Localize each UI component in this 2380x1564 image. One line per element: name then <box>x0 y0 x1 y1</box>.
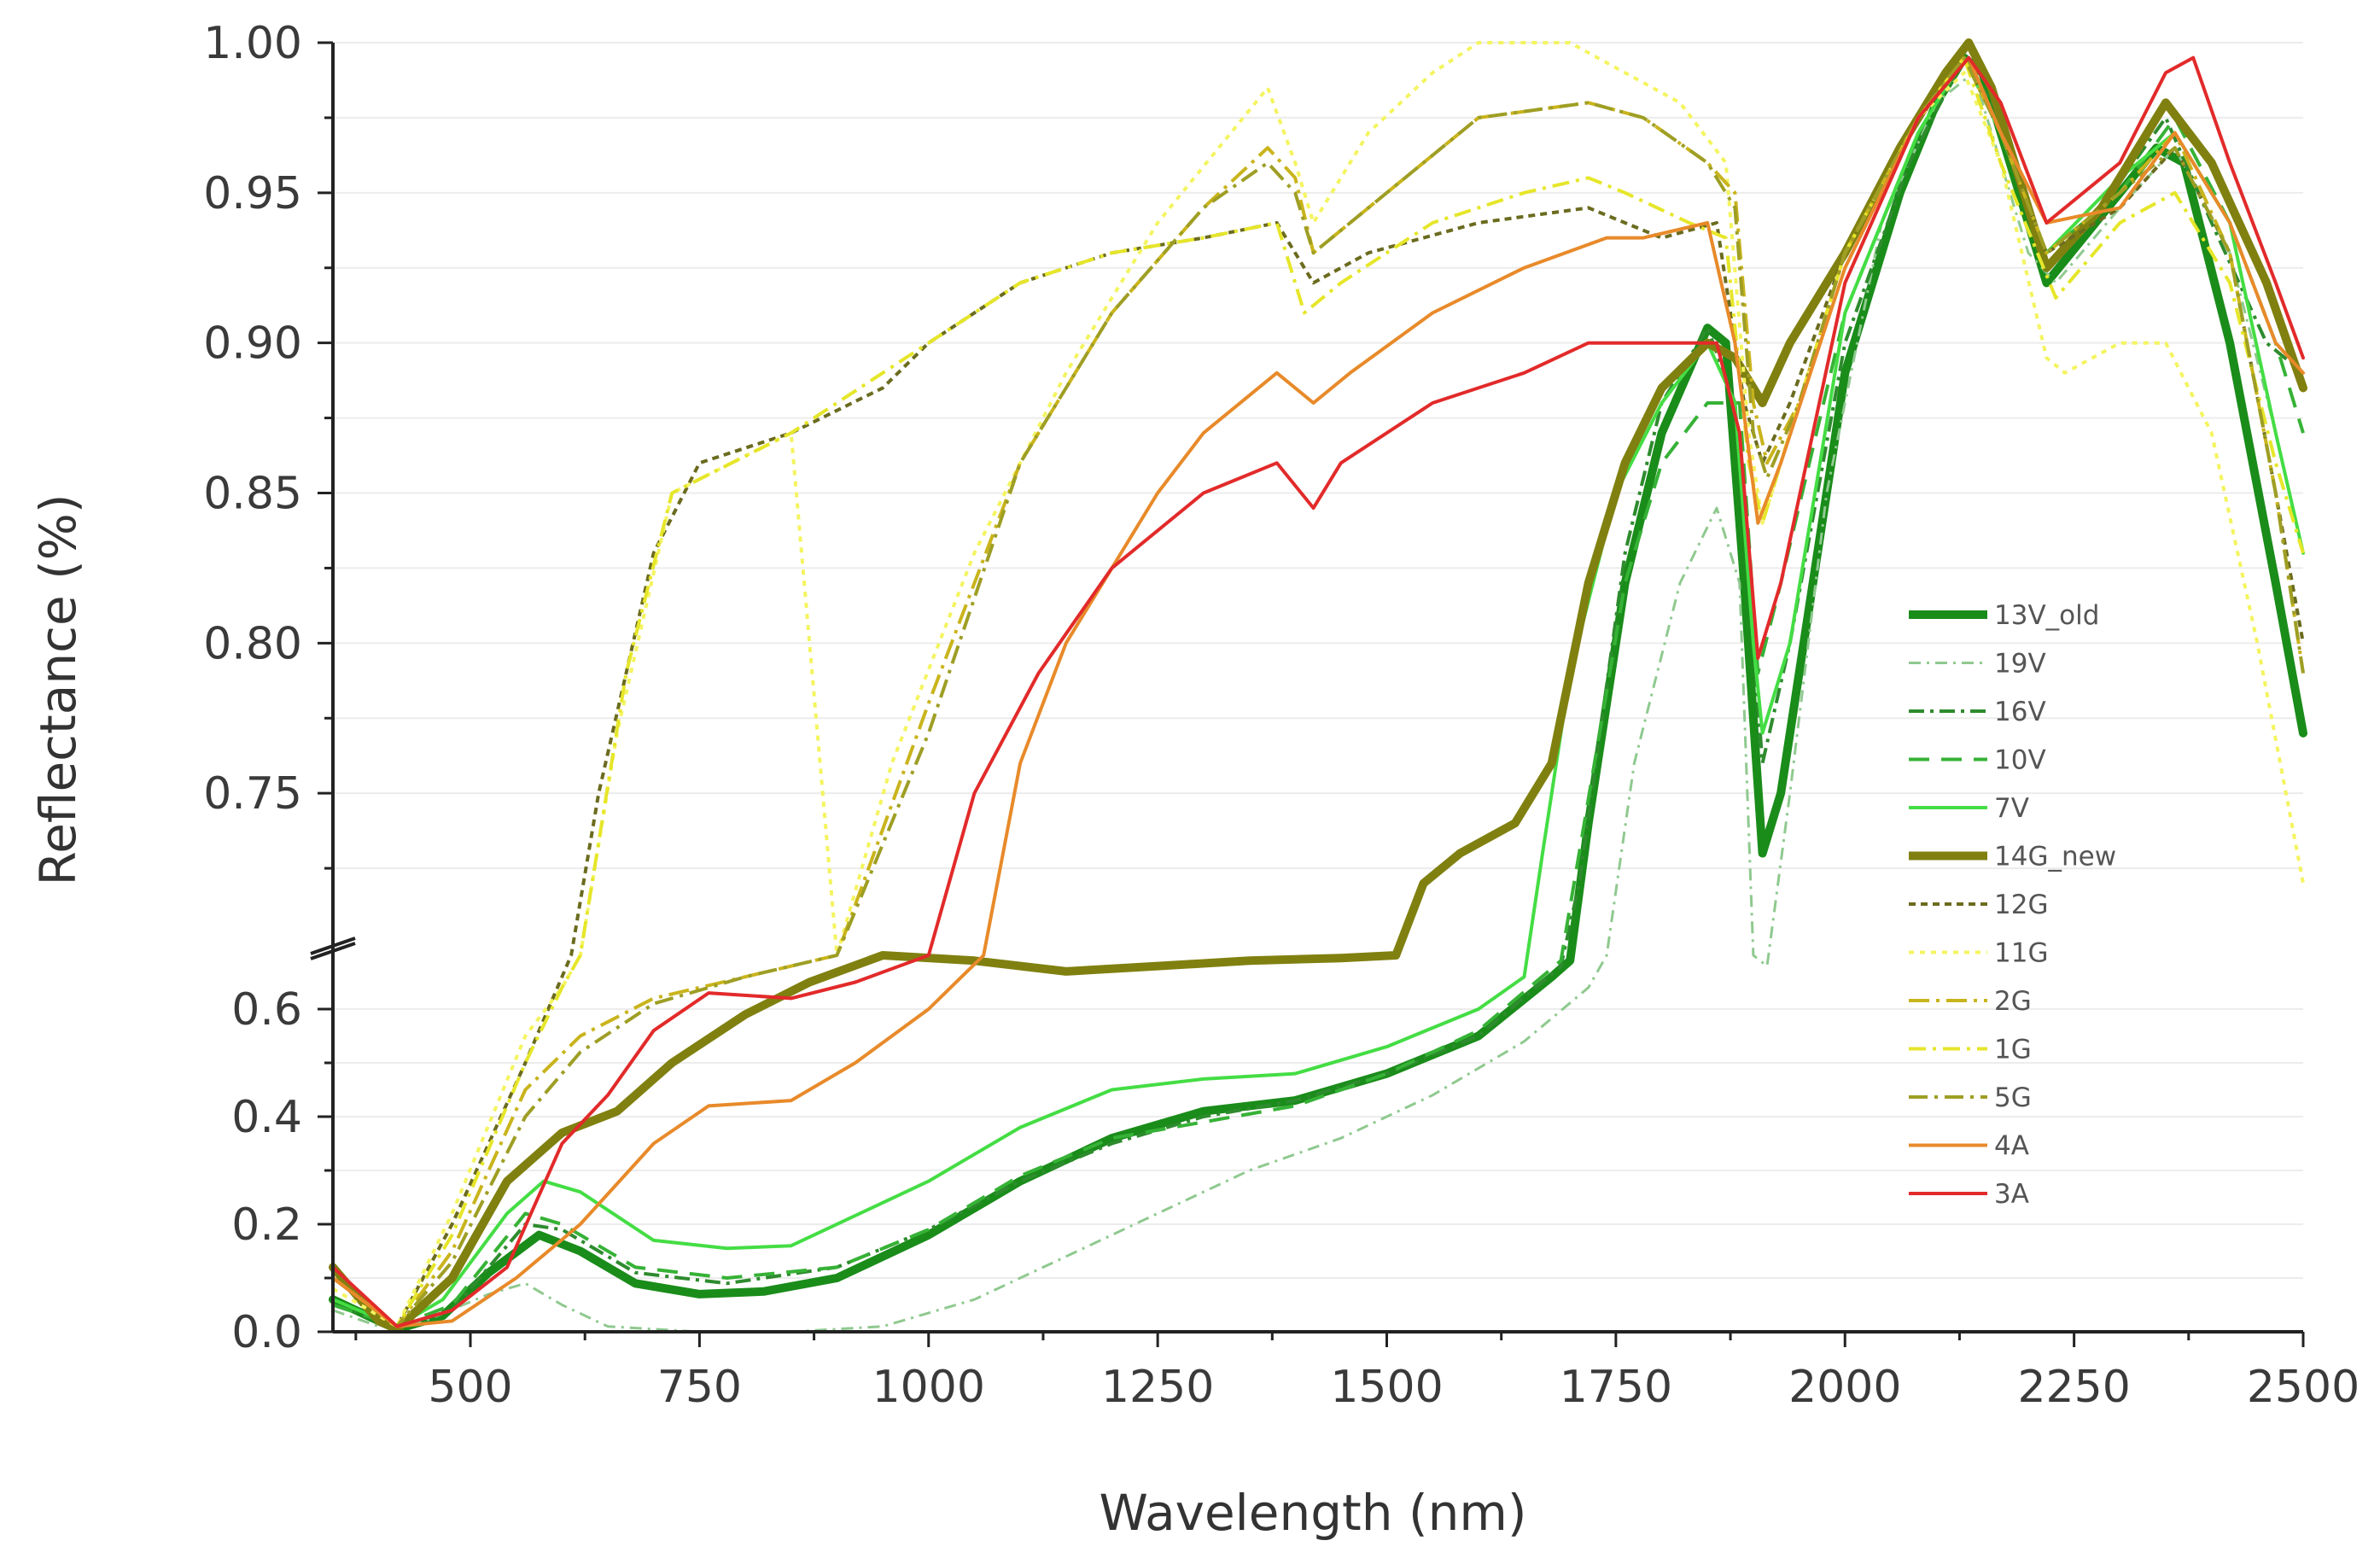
y-tick-label: 0.90 <box>203 318 302 370</box>
series-line-10V <box>332 55 2305 1328</box>
legend-label: 2G <box>1994 986 2032 1017</box>
legend-label: 3A <box>1994 1179 2029 1210</box>
axis-break-mark <box>310 942 356 960</box>
legend-label: 13V_old <box>1994 600 2099 631</box>
legend-label: 11G <box>1994 938 2048 969</box>
y-tick-label: 1.00 <box>203 18 302 69</box>
legend-label: 12G <box>1994 890 2048 920</box>
legend-label: 10V <box>1994 745 2046 776</box>
x-tick-label: 1750 <box>1560 1362 1672 1413</box>
x-tick-label: 2500 <box>2247 1362 2360 1413</box>
x-axis-title: Wavelength (nm) <box>1099 1484 1526 1542</box>
y-tick-label: 0.0 <box>231 1307 302 1358</box>
series-line-13V_old <box>329 53 2307 1333</box>
legend-label: 16V <box>1994 697 2046 727</box>
legend-label: 1G <box>1994 1035 2032 1065</box>
y-axis-title: Reflectance (%) <box>29 494 87 886</box>
series-line-4A <box>331 55 2305 1328</box>
legend-label: 14G_new <box>1994 842 2116 872</box>
y-tick-label: 0.95 <box>203 168 302 219</box>
series-line-1G <box>331 55 2305 1328</box>
series-line-16V <box>332 55 2305 1328</box>
y-tick-label: 0.85 <box>203 469 302 520</box>
series-line-11G <box>331 41 2305 1328</box>
x-tick-label: 500 <box>428 1362 512 1413</box>
series-line-3A <box>331 55 2305 1328</box>
series-line-14G_new <box>329 38 2307 1333</box>
x-tick-label: 1000 <box>872 1362 985 1413</box>
y-tick-label: 0.2 <box>231 1199 302 1251</box>
series-line-2G <box>331 55 2305 1328</box>
legend-label: 5G <box>1994 1083 2032 1113</box>
series-lines <box>329 38 2307 1333</box>
tick-labels: 500 750 1000 1250 1500 1750 2000 2250 2500 0.0 0.2… <box>203 18 2360 1413</box>
x-tick-label: 750 <box>657 1362 742 1413</box>
y-tick-label: 0.75 <box>203 768 302 820</box>
legend-label: 7V <box>1994 793 2029 824</box>
y-tick-label: 0.4 <box>231 1092 302 1143</box>
legend: 13V_old 19V 16V 10V 7V 14G_new 12G 11G 2G 1G 5G 4A 3… <box>1909 600 2116 1210</box>
legend-label: 19V <box>1994 649 2046 680</box>
y-tick-label: 0.6 <box>231 984 302 1036</box>
x-tick-label: 1250 <box>1101 1362 1214 1413</box>
grid <box>333 42 2303 1333</box>
axes <box>310 43 2303 1333</box>
series-line-5G <box>331 55 2305 1328</box>
axis-break-mark <box>310 937 356 955</box>
series-line-19V <box>332 71 2305 1333</box>
x-tick-label: 2000 <box>1788 1362 1901 1413</box>
x-tick-label: 2250 <box>2017 1362 2130 1413</box>
y-tick-label: 0.80 <box>203 618 302 669</box>
x-tick-label: 1500 <box>1330 1362 1443 1413</box>
legend-label: 4A <box>1994 1131 2029 1162</box>
